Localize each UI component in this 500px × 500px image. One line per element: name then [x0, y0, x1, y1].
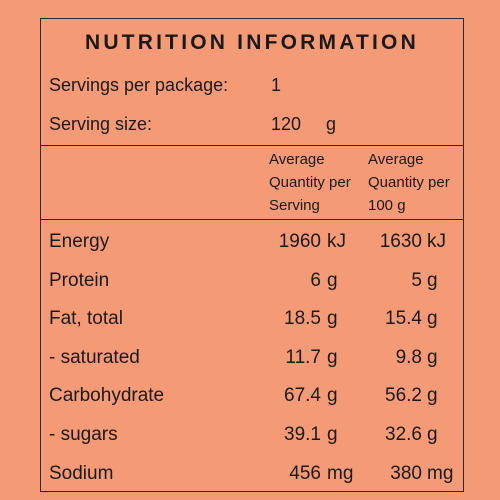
serving-value: 39.1: [284, 424, 321, 445]
serving-unit: g: [327, 424, 338, 445]
per-100g-header-line: Average: [368, 151, 424, 168]
serving-value: 67.4: [284, 385, 321, 407]
serving-size-unit: g: [326, 114, 337, 134]
per100-unit: g: [427, 308, 438, 330]
table-divider: [41, 219, 463, 220]
header-divider: [41, 145, 463, 146]
serving-value: 18.5: [284, 308, 321, 330]
per-serving-header: Average Quantity per Serving: [269, 148, 351, 217]
per100-value: 380: [390, 462, 422, 484]
per100-unit: mg: [427, 462, 454, 484]
per100-value: 56.2: [385, 385, 422, 407]
serving-size-label: Serving size:: [49, 114, 153, 134]
per100-unit: g: [427, 385, 438, 407]
serving-unit: mg: [327, 462, 354, 484]
nutrient-name: Protein: [49, 269, 110, 291]
per-100g-header-line: 100 g: [368, 197, 406, 214]
serving-value: 456: [289, 462, 321, 484]
per100-value: 5: [411, 269, 422, 291]
serving-size-value: 120: [271, 114, 302, 134]
per100-value: 15.4: [385, 308, 422, 330]
servings-value: 1: [271, 75, 282, 95]
per-100g-header: Average Quantity per 100 g: [368, 148, 450, 217]
serving-value: 1960: [278, 231, 321, 252]
nutrient-name: Sodium: [49, 462, 114, 484]
serving-unit: g: [327, 385, 338, 407]
serving-unit: g: [327, 346, 338, 368]
per-serving-header-line: Serving: [269, 197, 320, 214]
per-serving-header-line: Average: [269, 151, 325, 168]
nutrient-row: - saturated 11.7 g 9.8 g: [41, 347, 463, 377]
nutrient-row: Fat, total 18.5 g 15.4 g: [41, 308, 463, 338]
serving-unit: kJ: [327, 231, 346, 252]
per100-unit: g: [427, 346, 438, 368]
per100-unit: g: [427, 424, 438, 445]
serving-unit: g: [327, 269, 338, 291]
nutrient-name: - saturated: [49, 346, 140, 368]
nutrient-row: Sodium 456 mg 380 mg: [41, 463, 463, 493]
nutrient-name: Fat, total: [49, 308, 123, 330]
per100-unit: kJ: [427, 231, 446, 252]
nutrient-row: Protein 6 g 5 g: [41, 270, 463, 300]
per100-value: 32.6: [385, 424, 422, 445]
nutrient-name: Energy: [49, 231, 110, 252]
per-100g-header-line: Quantity per: [368, 174, 450, 191]
per100-value: 1630: [379, 231, 422, 252]
servings-label: Servings per package:: [49, 75, 229, 95]
nutrient-row: Carbohydrate 67.4 g 56.2 g: [41, 385, 463, 415]
nutrition-panel: NUTRITION INFORMATION Servings per packa…: [40, 18, 464, 492]
serving-unit: g: [327, 308, 338, 330]
per-serving-header-line: Quantity per: [269, 174, 351, 191]
panel-title: NUTRITION INFORMATION: [85, 31, 419, 54]
per100-unit: g: [427, 269, 438, 291]
nutrient-row: - sugars 39.1 g 32.6 g: [41, 424, 463, 454]
per100-value: 9.8: [395, 346, 422, 368]
serving-value: 6: [310, 269, 321, 291]
nutrient-row: Energy 1960 kJ 1630 kJ: [41, 231, 463, 261]
serving-value: 11.7: [285, 346, 321, 368]
nutrient-name: Carbohydrate: [49, 385, 165, 407]
nutrient-name: - sugars: [49, 424, 118, 445]
